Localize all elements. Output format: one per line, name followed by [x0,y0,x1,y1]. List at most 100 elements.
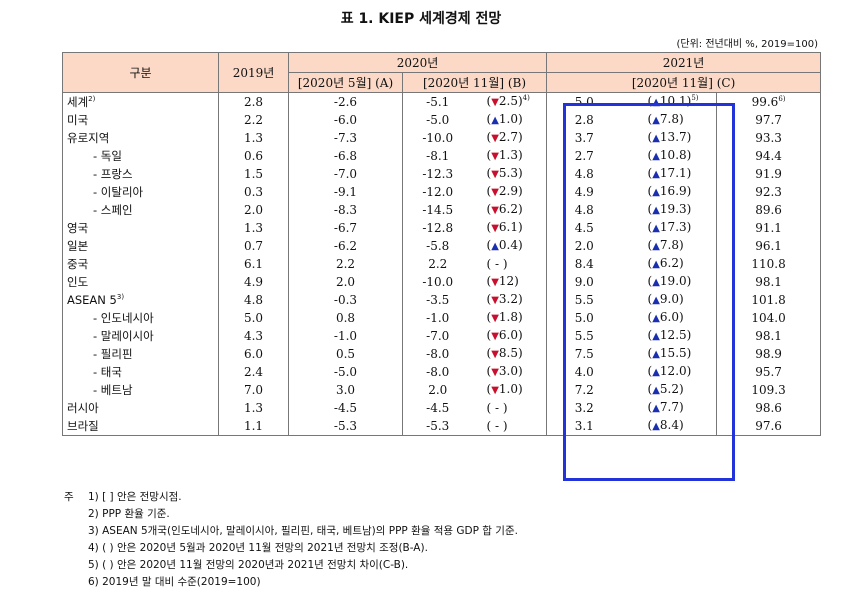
value-may-2020: 3.0 [288,381,403,399]
value-may-2020: -6.2 [288,237,403,255]
change-c: (▲13.7) [621,129,718,147]
index-2019-100: 109.3 [716,381,822,399]
value-may-2020: 2.2 [288,255,403,273]
change-b: (▼2.5)4) [472,92,548,111]
header-2020: 2020년 [287,52,548,73]
triangle-up-icon: ▲ [652,295,660,306]
paren-close: ) [686,94,692,108]
table-row: 중국 6.1 2.2 2.2( - ) 8.4 (▲6.2) 110.8 [62,255,822,273]
index-2019-100: 98.6 [716,399,822,417]
value-may-2020: -5.3 [288,417,403,436]
paren-close: ) [679,292,684,306]
table-row: 인도 4.9 2.0 -10.0 (▼12) 9.0 (▲19.0) 98.1 [62,273,822,291]
paren-open: ( [647,292,653,306]
paren-open: ( [647,418,653,432]
index-2019-100: 92.3 [716,183,822,201]
region-name: 인도 [62,273,219,291]
index-2019-100: 96.1 [716,237,822,255]
change-value: 6.2 [498,202,518,216]
value-2019: 0.6 [218,147,289,165]
paren-open: ( [486,238,492,252]
value-2021: 5.5 [546,327,622,345]
value-nov-2020: -1.0 [402,309,473,327]
value-2021: 4.8 [546,165,622,183]
value-may-2020: 2.0 [288,273,403,291]
paren-close: ) [517,238,523,252]
forecast-table: 구분 2019년 2020년 2021년 [2020년 5월] (A) [202… [62,52,822,436]
triangle-down-icon: ▼ [491,187,499,198]
table-row: 일본 0.7 -6.2 -5.8 (▲0.4) 2.0 (▲7.8) 96.1 [62,237,822,255]
triangle-up-icon: ▲ [652,223,660,234]
value-2021: 2.7 [546,147,622,165]
change-b: (▼6.2) [472,201,548,219]
change-c: (▲7.8) [621,111,718,129]
value-may-2020: -7.3 [288,129,403,147]
value-2021: 3.1 [546,417,622,436]
value-2021: 5.0 [546,309,622,327]
triangle-up-icon: ▲ [652,133,660,144]
footnote-ref: 2) [88,95,96,104]
triangle-up-icon: ▲ [652,349,660,360]
index-2019-100: 89.6 [716,201,822,219]
value-may-2020: -0.3 [288,291,403,309]
change-value: 12.5 [659,328,687,342]
paren-open: ( [486,274,492,288]
change-c: (▲17.1) [621,165,718,183]
change-value: 15.5 [659,346,687,360]
paren-open: ( [647,130,653,144]
value-nov-2020: 2.2 [402,255,473,273]
change-b: ( - ) [472,417,548,436]
index-2019-100: 95.7 [716,363,822,381]
triangle-up-icon: ▲ [652,151,660,162]
footnote-item: 주 1) [ ] 안은 전망시점. [64,489,518,506]
value-2019: 5.0 [218,309,289,327]
paren-open: ( [647,364,653,378]
value-may-2020: -6.0 [288,111,403,129]
change-b: ( - ) [472,399,548,417]
paren-close: ) [679,400,684,414]
paren-close: ) [686,166,692,180]
table-row: 러시아 1.3 -4.5 -4.5( - ) 3.2 (▲7.7) 98.6 [62,399,822,417]
table-row: - 태국 2.4 -5.0 -8.0 (▼3.0) 4.0 (▲12.0) 95.7 [62,363,822,381]
paren-open: ( [486,112,492,126]
triangle-down-icon: ▼ [491,169,499,180]
region-name: 영국 [62,219,219,237]
change-c: (▲12.0) [621,363,718,381]
value-2019: 6.0 [218,345,289,363]
value-2019: 1.1 [218,417,289,436]
table-row: - 베트남 7.0 3.0 2.0 (▼1.0) 7.2 (▲5.2) 109.3 [62,381,822,399]
triangle-up-icon: ▲ [652,367,660,378]
paren-open: ( [486,130,492,144]
paren-open: ( [647,256,653,270]
header-nov-b: [2020년 11월] (B) [401,72,548,93]
value-nov-2020: -12.3 [402,165,473,183]
paren-open: ( [647,328,653,342]
paren-open: ( [486,382,492,396]
paren-close: ) [517,166,523,180]
value-may-2020: -6.8 [288,147,403,165]
table-row: - 프랑스 1.5 -7.0 -12.3 (▼5.3) 4.8 (▲17.1) 91.9 [62,165,822,183]
value-2021: 4.5 [546,219,622,237]
value-2019: 7.0 [218,381,289,399]
paren-open: ( [647,400,653,414]
triangle-up-icon: ▲ [652,403,660,414]
footnote-item: 5) ( ) 안은 2020년 11월 전망의 2020년과 2021년 전망치… [88,559,409,571]
triangle-up-icon: ▲ [652,331,660,342]
value-2021: 2.0 [546,237,622,255]
paren-open: ( [486,166,492,180]
value-2021: 4.9 [546,183,622,201]
region-name: 중국 [62,255,219,273]
change-value: 12.0 [659,364,687,378]
paren-open: ( [647,94,653,108]
region-name: - 베트남 [62,381,219,399]
table-body: 세계2) 2.8 -2.6 -5.1 (▼2.5)4) 5.0 (▲10.1)5) 99.66… [62,92,822,436]
paren-open: ( [486,184,492,198]
paren-open: ( [486,310,492,324]
triangle-down-icon: ▼ [491,97,499,108]
value-nov-2020: -8.0 [402,363,473,381]
paren-close: ) [686,274,692,288]
value-may-2020: 0.5 [288,345,403,363]
index-2019-100: 99.66) [716,92,822,111]
change-c: (▲8.4) [621,417,718,436]
change-b: (▼12) [472,273,548,291]
